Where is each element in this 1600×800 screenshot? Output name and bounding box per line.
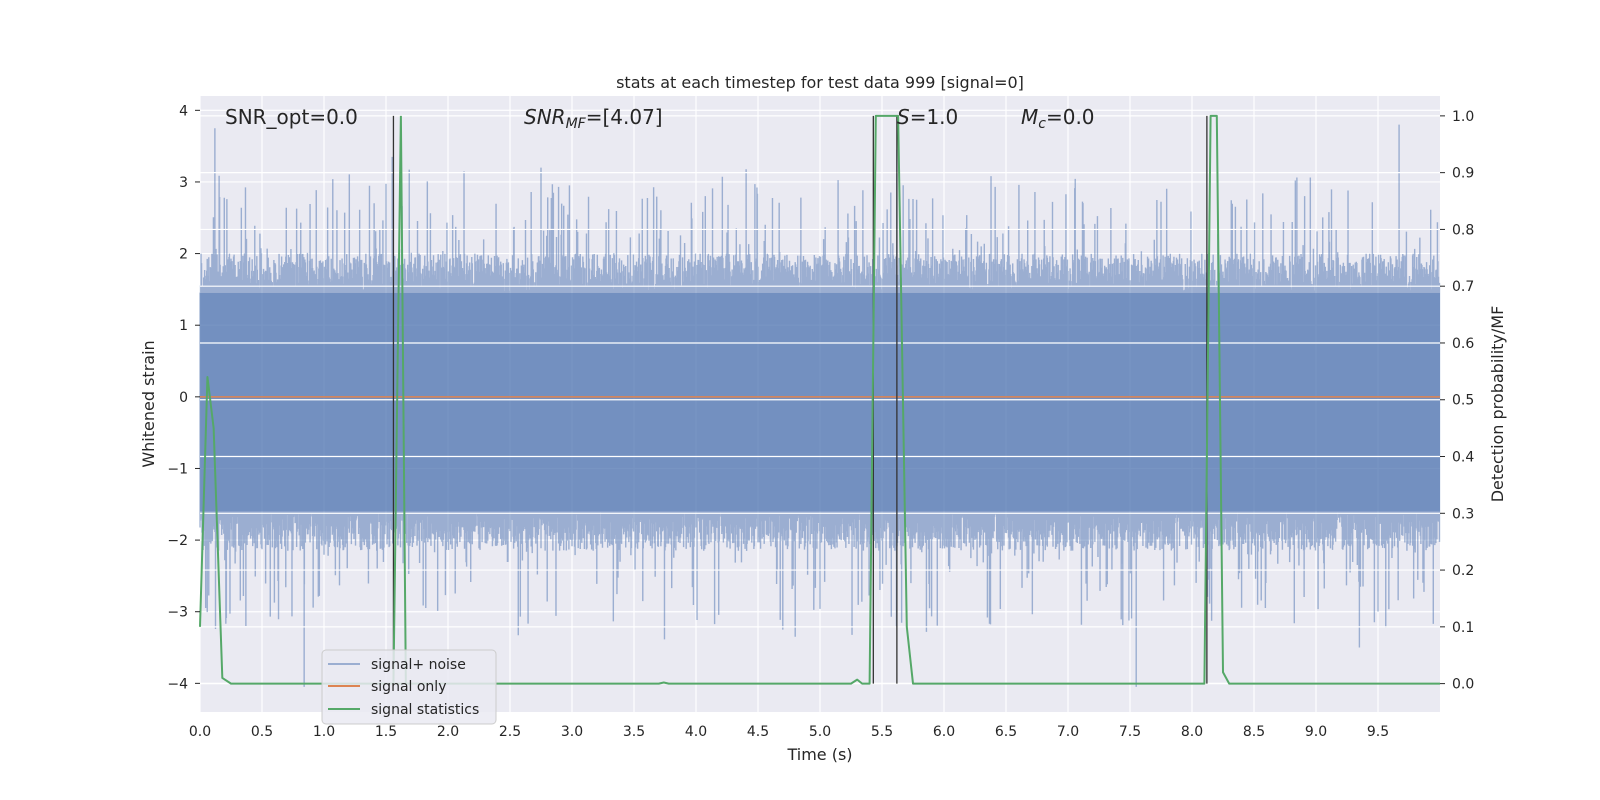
x-tick-label: 2.5 <box>499 724 521 740</box>
x-tick-label: 3.0 <box>561 724 583 740</box>
annotation-snr-mf: SNRMF=[4.07] <box>524 105 663 132</box>
y2-tick-label: 1.0 <box>1452 109 1474 125</box>
y-tick-label: 4 <box>179 103 188 119</box>
statistics-spike <box>392 115 407 684</box>
y-tick-label: 0 <box>179 390 188 406</box>
y-tick-label: −1 <box>167 461 188 477</box>
statistics-line <box>199 114 1440 685</box>
y2-tick-label: 0.7 <box>1452 279 1474 295</box>
annotation-s-value: =1.0 <box>910 105 959 129</box>
x-tick-label: 8.0 <box>1181 724 1203 740</box>
annotation-snr-mf-base: SNR <box>524 105 566 129</box>
annotation-snr-mf-value: =[4.07] <box>586 105 663 129</box>
y2-tick-label: 0.3 <box>1452 506 1474 522</box>
y-tick-label: 1 <box>179 318 188 334</box>
x-tick-label: 7.5 <box>1119 724 1141 740</box>
annotation-snr-opt: SNR_opt=0.0 <box>225 105 358 129</box>
x-tick-label: 5.0 <box>809 724 831 740</box>
grid-overlay <box>200 115 1440 685</box>
x-tick-label: 7.0 <box>1057 724 1079 740</box>
legend: signal+ noise signal only signal statist… <box>321 649 497 725</box>
annotation-s-base: S <box>897 105 910 129</box>
x-tick-label: 6.0 <box>933 724 955 740</box>
y2-tick-label: 0.8 <box>1452 222 1474 238</box>
x-tick-label: 5.5 <box>871 724 893 740</box>
legend-label-noise: signal+ noise <box>371 657 466 673</box>
x-tick-label: 0.0 <box>189 724 211 740</box>
y2-tick-label: 0.4 <box>1452 450 1474 466</box>
annotation-snr-mf-sub: MF <box>566 116 587 132</box>
chart-title: stats at each timestep for test data 999… <box>616 73 1024 92</box>
signal-statistics-series <box>199 114 1440 685</box>
y-tick-label: −4 <box>167 676 188 692</box>
y2-tick-label: 0.0 <box>1452 677 1474 693</box>
y-axis-label: Whitened strain <box>139 340 158 467</box>
noise-series <box>199 124 1441 687</box>
x-tick-label: 8.5 <box>1243 724 1265 740</box>
x-tick-label: 4.5 <box>747 724 769 740</box>
y-tick-label: 2 <box>179 247 188 263</box>
annotation-mc: Mc=0.0 <box>1021 105 1095 132</box>
legend-label-signal-only: signal only <box>371 679 446 695</box>
annotation-mc-sub: c <box>1038 116 1046 132</box>
annotation-s: S=1.0 <box>897 105 958 129</box>
y2-tick-label: 0.5 <box>1452 393 1474 409</box>
x-tick-label: 6.5 <box>995 724 1017 740</box>
x-tick-label: 2.0 <box>437 724 459 740</box>
legend-label-statistics: signal statistics <box>371 702 479 718</box>
annotation-mc-base: M <box>1021 105 1038 129</box>
legend-box <box>321 649 497 725</box>
tick-labels: 0.0 0.5 1.0 1.5 2.0 2.5 3.0 3.5 4.0 4.5 5.0 5.5 6.0 6… <box>167 103 1474 740</box>
x-tick-label: 9.5 <box>1367 724 1389 740</box>
x-tick-label: 1.5 <box>375 724 397 740</box>
y-tick-label: −3 <box>167 605 188 621</box>
annotation-mc-value: =0.0 <box>1046 105 1095 129</box>
y2-tick-label: 0.1 <box>1452 620 1474 636</box>
x-tick-label: 4.0 <box>685 724 707 740</box>
x-tick-label: 9.0 <box>1305 724 1327 740</box>
y2-tick-label: 0.6 <box>1452 336 1474 352</box>
y-tick-label: 3 <box>179 175 188 191</box>
x-tick-label: 3.5 <box>623 724 645 740</box>
y2-tick-label: 0.2 <box>1452 563 1474 579</box>
y2-tick-label: 0.9 <box>1452 166 1474 182</box>
y2-axis-label: Detection probability/MF <box>1488 306 1507 503</box>
x-tick-label: 1.0 <box>313 724 335 740</box>
annotations: SNR_opt=0.0 SNRMF=[4.07] S=1.0 Mc=0.0 <box>225 105 1095 132</box>
noise-trace <box>199 124 1441 687</box>
x-axis-label: Time (s) <box>786 745 852 764</box>
y-tick-label: −2 <box>167 533 188 549</box>
x-tick-label: 0.5 <box>251 724 273 740</box>
